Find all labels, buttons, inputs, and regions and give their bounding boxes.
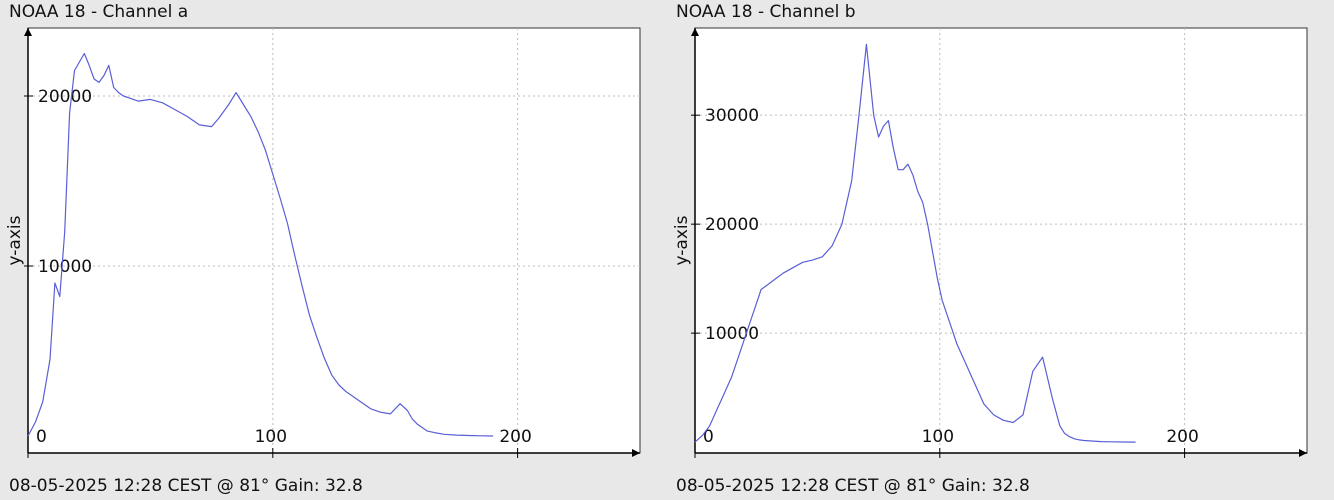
x-tick-label: 200 — [1166, 427, 1198, 447]
y-axis-label: y-axis — [5, 215, 25, 265]
x-tick-label: 0 — [703, 427, 714, 447]
y-tick-label: 10000 — [38, 257, 92, 277]
y-tick-label: 30000 — [705, 106, 759, 126]
chart-footer-status: 08-05-2025 12:28 CEST @ 81° Gain: 32.8 — [9, 476, 363, 496]
y-tick-label: 20000 — [705, 215, 759, 235]
x-tick-label: 100 — [255, 427, 287, 447]
y-axis-arrow — [691, 28, 699, 36]
y-axis-label: y-axis — [672, 215, 692, 265]
series-line — [27, 52, 494, 437]
x-axis-arrow — [1299, 449, 1307, 457]
x-tick-label: 100 — [922, 427, 954, 447]
chart-title: NOAA 18 - Channel b — [676, 2, 856, 22]
plot-area — [27, 27, 641, 454]
chart-svg: 0 100 200 10000 20000 y-axis — [5, 27, 641, 458]
plot-area — [694, 27, 1308, 454]
x-tick-label: 200 — [499, 427, 531, 447]
chart-footer-status: 08-05-2025 12:28 CEST @ 81° Gain: 32.8 — [676, 476, 1030, 496]
chart-svg: 0 100 200 10000 20000 30000 y-axis — [672, 27, 1308, 458]
x-tick-label: 0 — [36, 427, 47, 447]
y-tick-label: 10000 — [705, 324, 759, 344]
series-line — [694, 43, 1136, 443]
chart-panel-a: NOAA 18 - Channel a 0 100 200 10000 20000 y-a… — [5, 2, 641, 496]
chart-title: NOAA 18 - Channel a — [9, 2, 189, 22]
chart-panel-b: NOAA 18 - Channel b 0 100 200 10000 20000 300… — [667, 0, 1334, 500]
y-axis-arrow — [24, 28, 32, 36]
x-axis-arrow — [632, 449, 640, 457]
y-tick-label: 20000 — [38, 87, 92, 107]
